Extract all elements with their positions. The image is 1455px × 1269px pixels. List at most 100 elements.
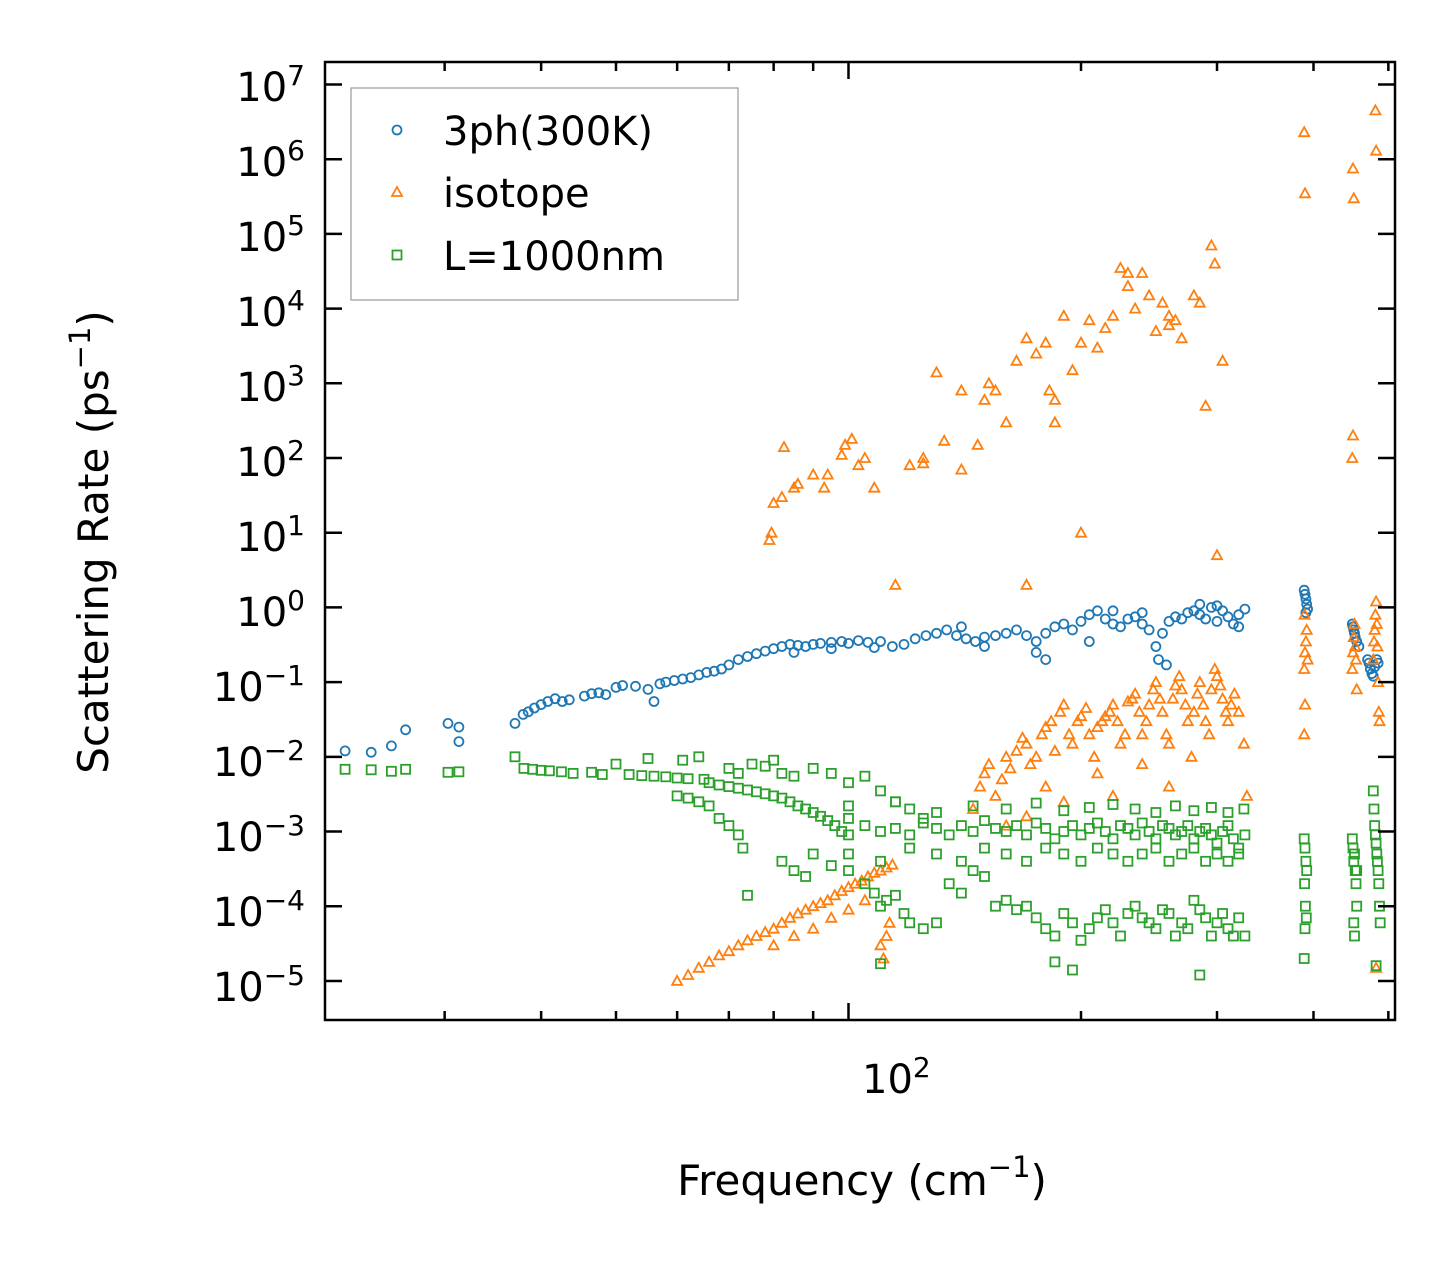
data-point-square bbox=[1136, 817, 1148, 829]
data-point-circle bbox=[800, 641, 811, 652]
data-point-circle bbox=[1211, 616, 1223, 627]
data-point-triangle bbox=[1048, 744, 1062, 756]
data-point-triangle bbox=[1199, 398, 1213, 411]
data-point-triangle bbox=[954, 462, 968, 475]
data-point-square bbox=[1000, 803, 1012, 815]
data-point-circle bbox=[1222, 611, 1234, 623]
data-point-triangle bbox=[1204, 682, 1218, 695]
data-point-circle bbox=[1194, 598, 1206, 610]
data-point-triangle bbox=[1139, 714, 1153, 727]
data-point-triangle bbox=[1219, 704, 1233, 717]
data-point-circle bbox=[668, 675, 680, 686]
data-point-triangle bbox=[806, 467, 820, 480]
data-point-triangle bbox=[1347, 617, 1362, 629]
data-point-square bbox=[1163, 908, 1175, 919]
data-point-square bbox=[1075, 855, 1087, 867]
data-point-square bbox=[1349, 930, 1360, 942]
data-point-triangle bbox=[1035, 727, 1049, 740]
data-point-square bbox=[890, 889, 901, 901]
data-point-triangle bbox=[1121, 694, 1135, 707]
data-point-square bbox=[1067, 964, 1078, 976]
data-point-square bbox=[1058, 908, 1070, 919]
data-point-square bbox=[943, 878, 955, 890]
data-point-square bbox=[1150, 807, 1162, 818]
data-point-square bbox=[1228, 833, 1239, 845]
data-point-triangle bbox=[988, 383, 1003, 396]
data-point-circle bbox=[815, 638, 826, 649]
data-point-square bbox=[904, 842, 916, 854]
data-point-triangle bbox=[1210, 548, 1224, 561]
data-point-triangle bbox=[731, 938, 745, 951]
data-point-circle bbox=[365, 746, 377, 758]
data-point-triangle bbox=[1297, 662, 1311, 674]
legend-label-isotope: isotope bbox=[443, 171, 590, 217]
data-point-triangle bbox=[1106, 308, 1120, 321]
data-point-triangle bbox=[1003, 761, 1017, 774]
data-point-square bbox=[904, 917, 916, 929]
data-point-triangle bbox=[858, 451, 872, 463]
data-point-circle bbox=[1030, 647, 1042, 658]
data-point-triangle bbox=[1240, 789, 1254, 801]
data-point-triangle bbox=[1019, 809, 1034, 822]
data-point-triangle bbox=[954, 383, 968, 396]
data-point-square bbox=[1194, 904, 1206, 916]
data-point-square bbox=[567, 768, 579, 779]
data-point-circle bbox=[517, 709, 529, 720]
data-point-triangle bbox=[740, 933, 755, 946]
data-point-circle bbox=[909, 633, 921, 645]
data-point-square bbox=[931, 823, 942, 834]
data-point-square bbox=[825, 768, 837, 779]
data-point-triangle bbox=[1196, 697, 1210, 710]
data-point-square bbox=[693, 796, 705, 808]
data-point-square bbox=[1170, 930, 1181, 942]
data-point-triangle bbox=[1372, 704, 1386, 717]
data-point-triangle bbox=[1345, 451, 1359, 463]
data-point-square bbox=[1143, 826, 1155, 837]
y-tick-labels: 107 106 105 104 103 102 101 100 10−1 10−… bbox=[213, 59, 305, 1011]
data-point-triangle bbox=[762, 533, 776, 545]
data-point-square bbox=[648, 770, 660, 782]
data-point-square bbox=[788, 770, 800, 782]
data-point-circle bbox=[630, 680, 641, 692]
legend-entry-3ph: 3ph(300K) bbox=[391, 109, 653, 155]
data-point-square bbox=[1350, 878, 1362, 890]
data-point-circle bbox=[843, 638, 854, 649]
y-tick-label: 106 bbox=[236, 134, 305, 186]
data-point-triangle bbox=[722, 944, 736, 957]
data-point-square bbox=[1301, 865, 1313, 876]
data-point-square bbox=[956, 887, 967, 899]
data-point-square bbox=[1188, 842, 1200, 854]
data-point-circle bbox=[556, 696, 568, 707]
data-point-square bbox=[1182, 923, 1194, 935]
y-tick-label: 10−4 bbox=[213, 884, 305, 936]
data-point-triangle bbox=[1106, 697, 1120, 710]
data-point-square bbox=[1075, 829, 1087, 841]
data-point-triangle bbox=[1113, 261, 1128, 273]
data-point-circle bbox=[586, 688, 597, 700]
data-point-triangle bbox=[1368, 103, 1382, 116]
data-point-triangle bbox=[867, 480, 881, 493]
data-point-square bbox=[1194, 969, 1206, 981]
data-point-triangle bbox=[1132, 704, 1146, 717]
data-point-square bbox=[1083, 802, 1095, 813]
data-point-triangle bbox=[1048, 415, 1062, 428]
data-point-triangle bbox=[692, 960, 706, 973]
data-point-square bbox=[1011, 904, 1022, 916]
data-point-circle bbox=[453, 721, 465, 733]
data-point-triangle bbox=[1345, 662, 1359, 674]
data-point-triangle bbox=[1074, 335, 1088, 348]
data-point-circle bbox=[875, 636, 886, 647]
data-point-square bbox=[917, 817, 929, 829]
data-point-circle bbox=[1176, 613, 1188, 625]
data-point-triangle bbox=[767, 921, 781, 934]
legend-label-boundary: L=1000nm bbox=[443, 234, 665, 280]
data-point-circle bbox=[1300, 607, 1312, 619]
data-point-square bbox=[1371, 848, 1383, 860]
data-point-square bbox=[1211, 837, 1223, 849]
data-point-circle bbox=[385, 740, 397, 752]
data-point-triangle bbox=[1057, 697, 1071, 710]
data-point-square bbox=[1233, 842, 1245, 854]
data-point-triangle bbox=[1082, 313, 1096, 326]
legend-marker-square bbox=[391, 249, 403, 261]
data-point-triangle bbox=[1146, 682, 1160, 695]
